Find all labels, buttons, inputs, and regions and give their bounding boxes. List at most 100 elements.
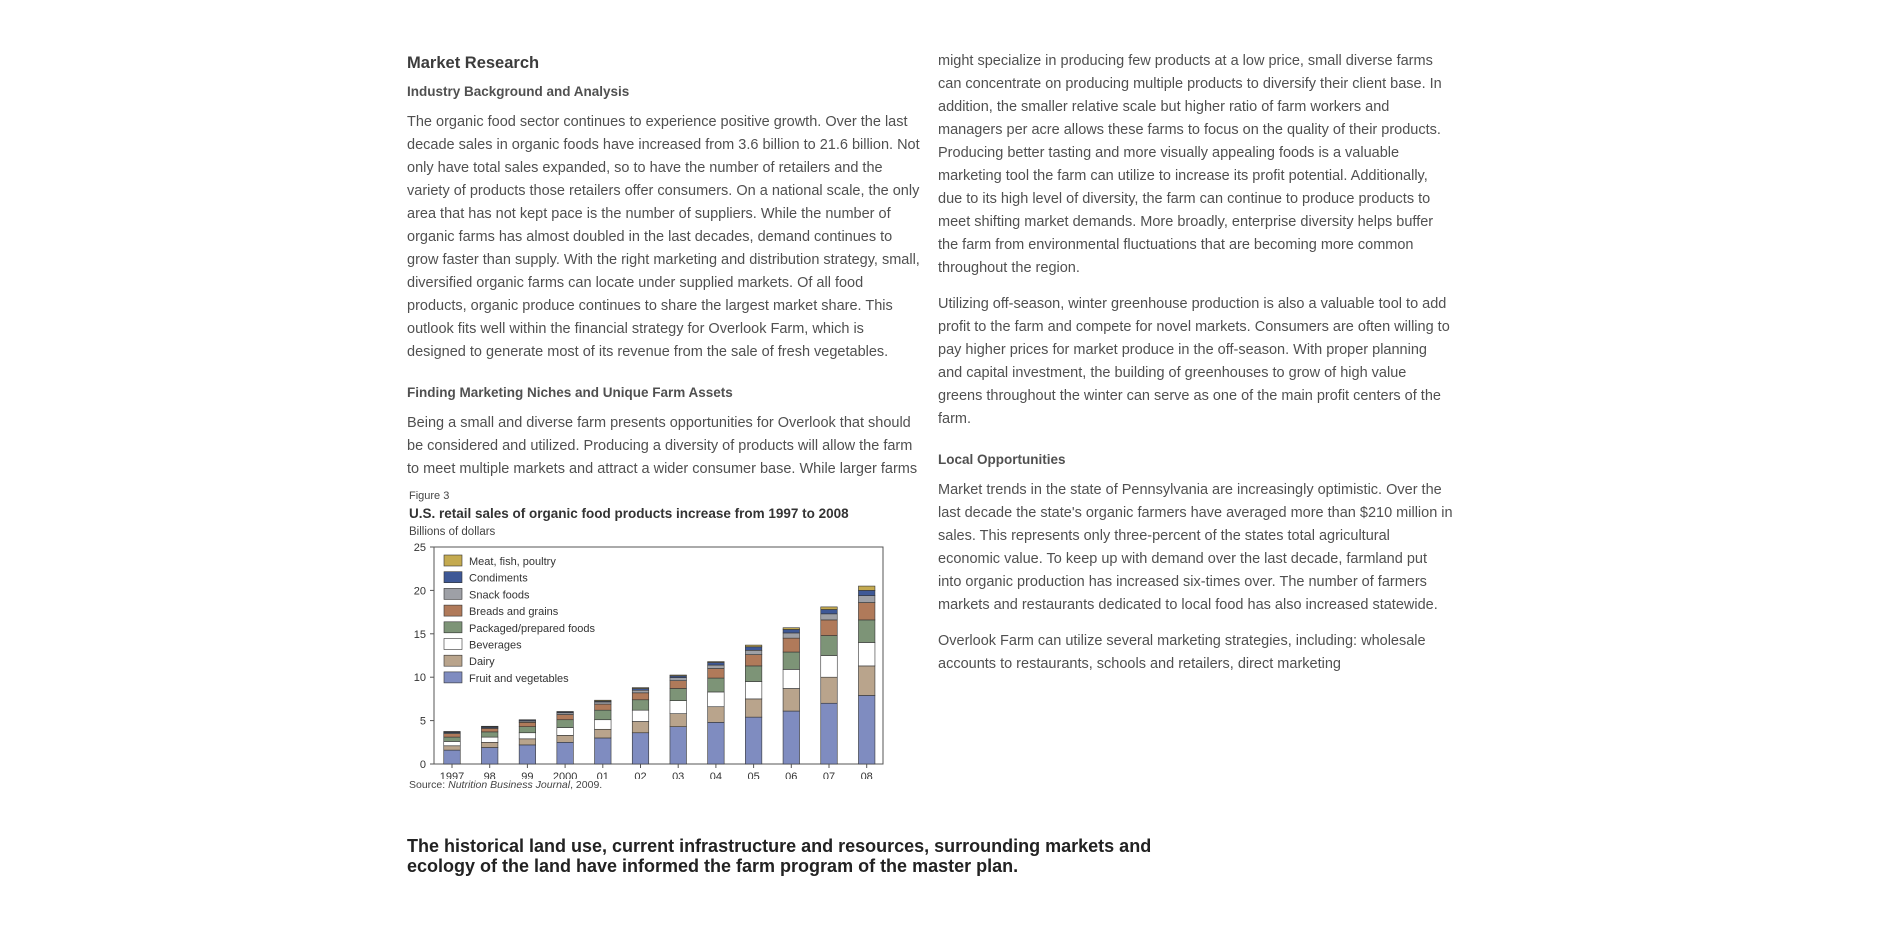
bar-segment	[443, 736, 461, 742]
legend-swatch	[443, 588, 463, 600]
bar-segment	[707, 706, 725, 723]
bar-segment	[518, 738, 536, 746]
x-tick-label: 04	[710, 771, 722, 779]
caption: The historical land use, current infrast…	[407, 836, 1152, 876]
bar-segment	[858, 642, 876, 667]
bar-segment	[594, 701, 612, 705]
bar-segment	[594, 719, 612, 730]
bar-segment	[556, 714, 574, 721]
x-tick-label: 98	[484, 771, 496, 779]
legend-swatch	[443, 654, 463, 667]
bar-segment	[481, 742, 499, 748]
bar-segment	[443, 733, 461, 738]
bar-segment	[481, 731, 499, 738]
bar-segment	[594, 737, 612, 765]
x-tick-label: 01	[597, 771, 609, 779]
paragraph-diversity: might specialize in producing few produc…	[938, 53, 1442, 276]
legend-swatch	[443, 571, 463, 584]
figure-units: Billions of dollars	[409, 526, 496, 538]
bar-segment	[481, 736, 499, 743]
bar-segment	[669, 677, 687, 681]
subheading-industry-background: Industry Background and Analysis	[407, 84, 630, 99]
bar-segment	[820, 619, 838, 636]
source-prefix: Source:	[409, 779, 449, 791]
bar-segment	[707, 662, 725, 666]
bar-segment	[707, 668, 725, 679]
bar-segment	[745, 644, 763, 648]
paragraph-marketing-niches: Being a small and diverse farm presents …	[407, 415, 918, 477]
bar-segment	[669, 713, 687, 727]
bar-segment	[594, 703, 612, 711]
bar-segment	[481, 747, 499, 765]
figure-source: Source: Nutrition Business Journal, 2009…	[409, 779, 887, 791]
legend-label: Breads and grains	[469, 606, 559, 618]
bar-segment	[858, 595, 876, 603]
legend-label: Fruit and vegetables	[469, 673, 569, 685]
y-tick-label: 5	[420, 716, 426, 728]
bar-segment	[745, 649, 763, 655]
bar-segment	[631, 699, 650, 711]
plot-frame	[433, 546, 884, 765]
bar-segment	[858, 695, 876, 765]
right-column: might specialize in producing few produc…	[938, 50, 1453, 689]
bar-segment	[820, 702, 838, 765]
bar-segment	[518, 726, 536, 734]
bar-segment	[631, 687, 650, 689]
bar-segment	[782, 629, 800, 634]
bar-segment	[669, 700, 687, 714]
bar-segment	[782, 710, 800, 765]
bar-segment	[782, 632, 800, 639]
bar-segment	[782, 637, 800, 653]
bar-segment	[443, 749, 461, 765]
x-tick-label: 02	[634, 771, 646, 779]
x-tick-label: 07	[823, 771, 835, 779]
legend-label: Meat, fish, poultry	[469, 556, 556, 568]
bar-segment	[481, 728, 499, 733]
source-publication: Nutrition Business Journal	[448, 779, 571, 791]
bar-segment	[631, 709, 650, 722]
bar-segment	[518, 722, 536, 727]
bar-segment	[518, 744, 536, 765]
legend-swatch	[443, 638, 463, 650]
bar-segment	[443, 741, 461, 747]
bar-segment	[858, 619, 876, 643]
bar-segment	[745, 681, 763, 700]
bar-segment	[556, 727, 574, 736]
bar-segment	[707, 664, 725, 669]
left-column: Market Research Industry Background and …	[407, 50, 922, 494]
bar-segment	[443, 745, 461, 751]
bar-segment	[707, 661, 725, 663]
x-tick-label: 99	[521, 771, 533, 779]
bar-segment	[669, 726, 687, 765]
bar-segment	[631, 732, 650, 765]
y-tick-label: 10	[414, 672, 426, 684]
subheading-local-opportunities: Local Opportunities	[938, 452, 1066, 467]
x-tick-label: 1997	[440, 771, 464, 779]
y-tick-label: 25	[414, 542, 426, 554]
bar-segment	[556, 742, 574, 765]
bar-segment	[594, 709, 612, 721]
bar-segment	[631, 721, 650, 734]
paragraph-greenhouse: Utilizing off-season, winter greenhouse …	[938, 296, 1450, 427]
bar-segment	[820, 655, 838, 678]
bar-segment	[858, 585, 876, 591]
bar-segment	[820, 635, 838, 656]
y-tick-label: 15	[414, 629, 426, 641]
legend-swatch	[443, 604, 463, 617]
figure-label: Figure 3	[409, 490, 450, 502]
y-tick-label: 20	[414, 585, 426, 597]
figure: Figure 3 U.S. retail sales of organic fo…	[407, 490, 887, 791]
bar-segment	[707, 722, 725, 765]
bar-segment	[858, 590, 876, 596]
bar-segment	[858, 602, 876, 621]
bar-segment	[820, 606, 838, 610]
bar-segment	[594, 699, 612, 702]
x-tick-label: 03	[672, 771, 684, 779]
bar-segment	[782, 669, 800, 689]
bar-segment	[594, 728, 612, 739]
bar-segment	[782, 651, 800, 670]
bar-segment	[556, 719, 574, 728]
section-title: Market Research	[407, 54, 540, 72]
paragraph-local-opportunities: Market trends in the state of Pennsylvan…	[938, 482, 1453, 613]
bar-segment	[820, 676, 838, 704]
